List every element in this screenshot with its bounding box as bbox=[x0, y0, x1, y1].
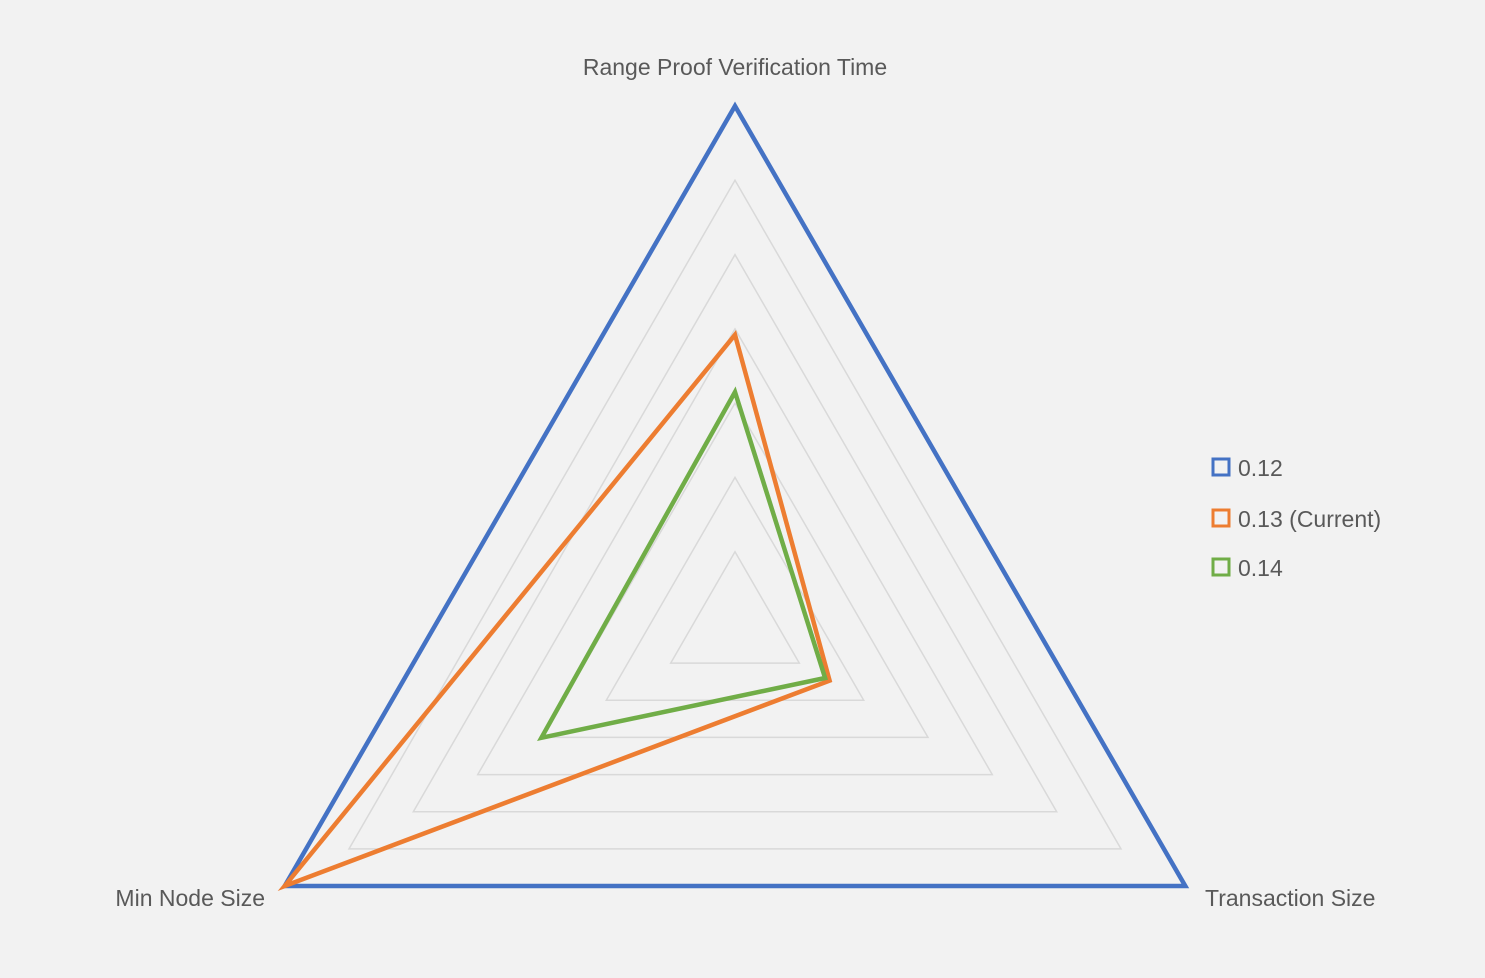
legend-label-0: 0.12 bbox=[1238, 455, 1283, 481]
radar-series bbox=[277, 101, 1190, 892]
series-line-1[interactable] bbox=[277, 329, 833, 892]
radar-grid bbox=[283, 104, 1187, 887]
grid-ring-7 bbox=[283, 104, 1187, 887]
series-line-2[interactable] bbox=[537, 386, 828, 742]
grid-ring-1 bbox=[669, 550, 801, 664]
axis-label-top: Range Proof Verification Time bbox=[583, 54, 887, 80]
legend-label-2: 0.14 bbox=[1238, 555, 1283, 581]
axis-label-bottom-right: Transaction Size bbox=[1205, 885, 1375, 911]
legend-swatch-0 bbox=[1211, 457, 1231, 477]
legend-item-2[interactable]: 0.14 bbox=[1211, 555, 1283, 581]
legend-label-1: 0.13 (Current) bbox=[1238, 506, 1381, 532]
legend-swatch-1 bbox=[1211, 508, 1231, 528]
series-line-0[interactable] bbox=[280, 101, 1190, 889]
legend: 0.12 0.13 (Current) 0.14 bbox=[1211, 455, 1381, 581]
legend-swatch-2 bbox=[1211, 557, 1231, 577]
grid-ring-6 bbox=[347, 178, 1123, 850]
axis-label-bottom-left: Min Node Size bbox=[115, 885, 265, 911]
grid-ring-4 bbox=[476, 327, 994, 776]
legend-item-0[interactable]: 0.12 bbox=[1211, 455, 1283, 481]
legend-item-1[interactable]: 0.13 (Current) bbox=[1211, 506, 1381, 532]
grid-ring-3 bbox=[540, 401, 930, 739]
